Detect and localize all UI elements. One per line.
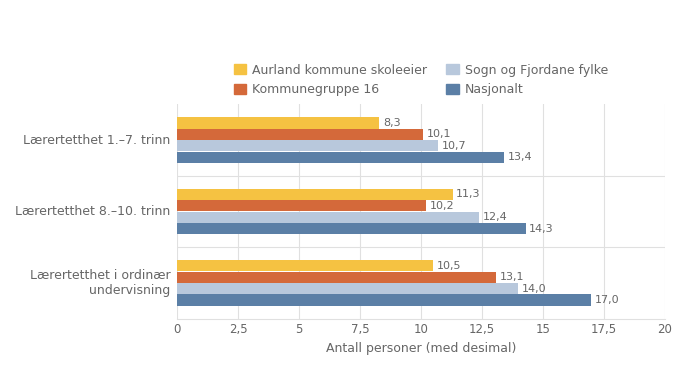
Text: 10,1: 10,1 (427, 130, 451, 139)
Text: 13,1: 13,1 (500, 272, 525, 282)
Text: 8,3: 8,3 (383, 118, 401, 128)
Bar (177, 212, 480, 223)
Text: 14,0: 14,0 (522, 283, 547, 294)
X-axis label: Antall personer (med desimal): Antall personer (med desimal) (326, 342, 516, 355)
Bar (177, 295, 592, 306)
Bar (177, 272, 497, 283)
Bar (177, 152, 504, 163)
Legend: Aurland kommune skoleeier, Kommunegruppe 16, Sogn og Fjordane fylke, Nasjonalt: Aurland kommune skoleeier, Kommunegruppe… (234, 64, 608, 96)
Text: 13,4: 13,4 (508, 152, 532, 162)
Bar (177, 223, 526, 234)
Bar (177, 118, 379, 128)
Text: 17,0: 17,0 (595, 295, 620, 305)
Text: 14,3: 14,3 (529, 223, 554, 233)
Text: 10,2: 10,2 (429, 201, 454, 211)
Bar (177, 140, 438, 151)
Bar (177, 189, 453, 200)
Bar (177, 260, 433, 271)
Text: 12,4: 12,4 (483, 212, 508, 222)
Text: 10,7: 10,7 (442, 141, 466, 151)
Bar (177, 129, 423, 140)
Bar (177, 283, 519, 294)
Text: 11,3: 11,3 (456, 189, 481, 199)
Text: 10,5: 10,5 (437, 261, 461, 271)
Bar (177, 200, 426, 211)
